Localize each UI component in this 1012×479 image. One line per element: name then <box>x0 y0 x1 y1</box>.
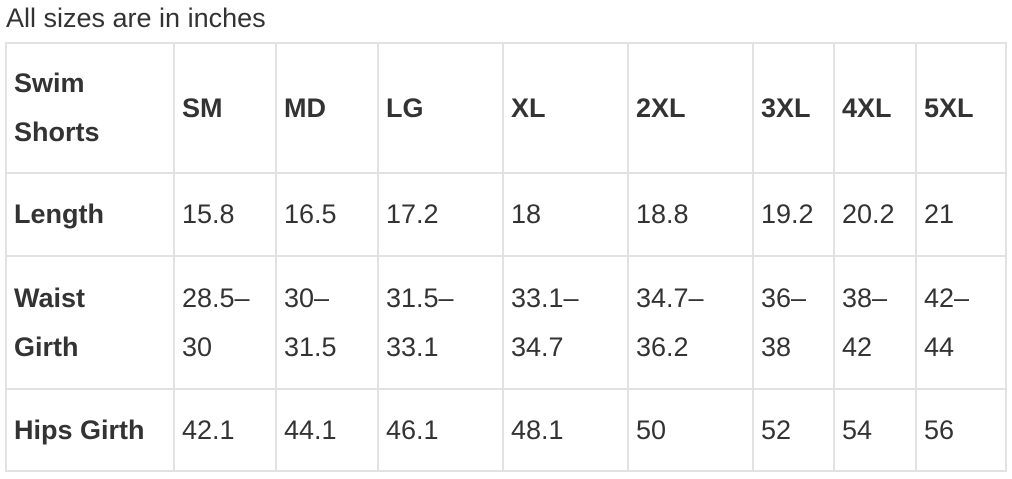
table-cell: 44.1 <box>275 388 379 472</box>
table-row: Length 15.8 16.5 17.2 18 18.8 19.2 20.2 … <box>5 172 1007 257</box>
table-cell: 18.8 <box>627 172 754 257</box>
units-caption: All sizes are in inches <box>6 3 266 33</box>
table-row: Hips Girth 42.1 44.1 46.1 48.1 50 52 54 … <box>5 388 1007 472</box>
header-row: Swim Shorts SM MD LG XL 2XL 3XL 4XL 5XL <box>5 42 1007 174</box>
header-cell: 3XL <box>752 42 835 174</box>
table-cell: 54 <box>833 388 917 472</box>
header-cell: 2XL <box>627 42 754 174</box>
table-cell: 31.5–33.1 <box>377 255 504 390</box>
table-cell: 17.2 <box>377 172 504 257</box>
table-row: Waist Girth 28.5–30 30–31.5 31.5–33.1 33… <box>5 255 1007 390</box>
size-chart-table: Swim Shorts SM MD LG XL 2XL 3XL 4XL 5XL … <box>5 42 1007 472</box>
table-cell: 52 <box>752 388 835 472</box>
header-cell: Swim Shorts <box>5 42 175 174</box>
header-cell: MD <box>275 42 379 174</box>
table-cell: 48.1 <box>502 388 629 472</box>
table-cell: 38–42 <box>833 255 917 390</box>
table-cell: 28.5–30 <box>173 255 277 390</box>
table-cell: 21 <box>915 172 1007 257</box>
table-cell: 42.1 <box>173 388 277 472</box>
row-label: Waist Girth <box>5 255 175 390</box>
table-cell: 20.2 <box>833 172 917 257</box>
row-label: Hips Girth <box>5 388 175 472</box>
table-cell: 34.7–36.2 <box>627 255 754 390</box>
header-cell: LG <box>377 42 504 174</box>
table-cell: 42–44 <box>915 255 1007 390</box>
header-cell: XL <box>502 42 629 174</box>
table-cell: 33.1–34.7 <box>502 255 629 390</box>
header-cell: 4XL <box>833 42 917 174</box>
table-cell: 56 <box>915 388 1007 472</box>
table-cell: 16.5 <box>275 172 379 257</box>
row-label: Length <box>5 172 175 257</box>
table-cell: 30–31.5 <box>275 255 379 390</box>
table-cell: 46.1 <box>377 388 504 472</box>
table-cell: 15.8 <box>173 172 277 257</box>
header-cell: 5XL <box>915 42 1007 174</box>
table-cell: 50 <box>627 388 754 472</box>
table-cell: 36–38 <box>752 255 835 390</box>
table-cell: 18 <box>502 172 629 257</box>
table-cell: 19.2 <box>752 172 835 257</box>
header-cell: SM <box>173 42 277 174</box>
